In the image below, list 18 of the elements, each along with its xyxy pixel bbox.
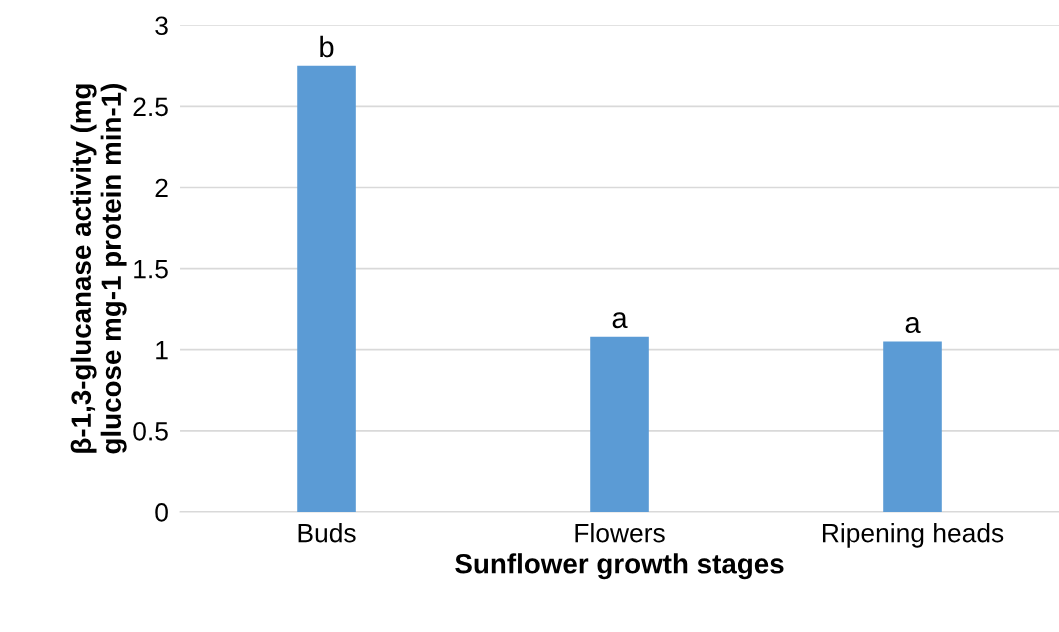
bar bbox=[883, 341, 942, 512]
annotation: a bbox=[905, 317, 921, 334]
x-tick-label: Buds bbox=[298, 523, 356, 543]
y-tick-label: 1.5 bbox=[134, 260, 168, 279]
bar bbox=[297, 65, 356, 512]
y-tick-label: 3 bbox=[155, 16, 168, 36]
y-axis-title: β-1,3-glucanase activity (mg glucose mg-1 protein min-1) bbox=[70, 83, 127, 454]
x-tick-label: Flowers bbox=[575, 523, 665, 543]
bar bbox=[590, 336, 649, 512]
y-tick-label: 1 bbox=[156, 341, 168, 360]
y-tick-label: 0 bbox=[155, 503, 168, 522]
x-axis-title: Sunflower growth stages bbox=[455, 553, 784, 580]
annotation: b bbox=[320, 35, 334, 58]
y-tick-label: 0.5 bbox=[133, 421, 168, 441]
y-tick-label: 2.5 bbox=[133, 97, 168, 117]
x-tick-label: Ripening heads bbox=[822, 523, 1004, 548]
y-tick-label: 2 bbox=[155, 178, 168, 198]
annotation: a bbox=[612, 312, 628, 329]
